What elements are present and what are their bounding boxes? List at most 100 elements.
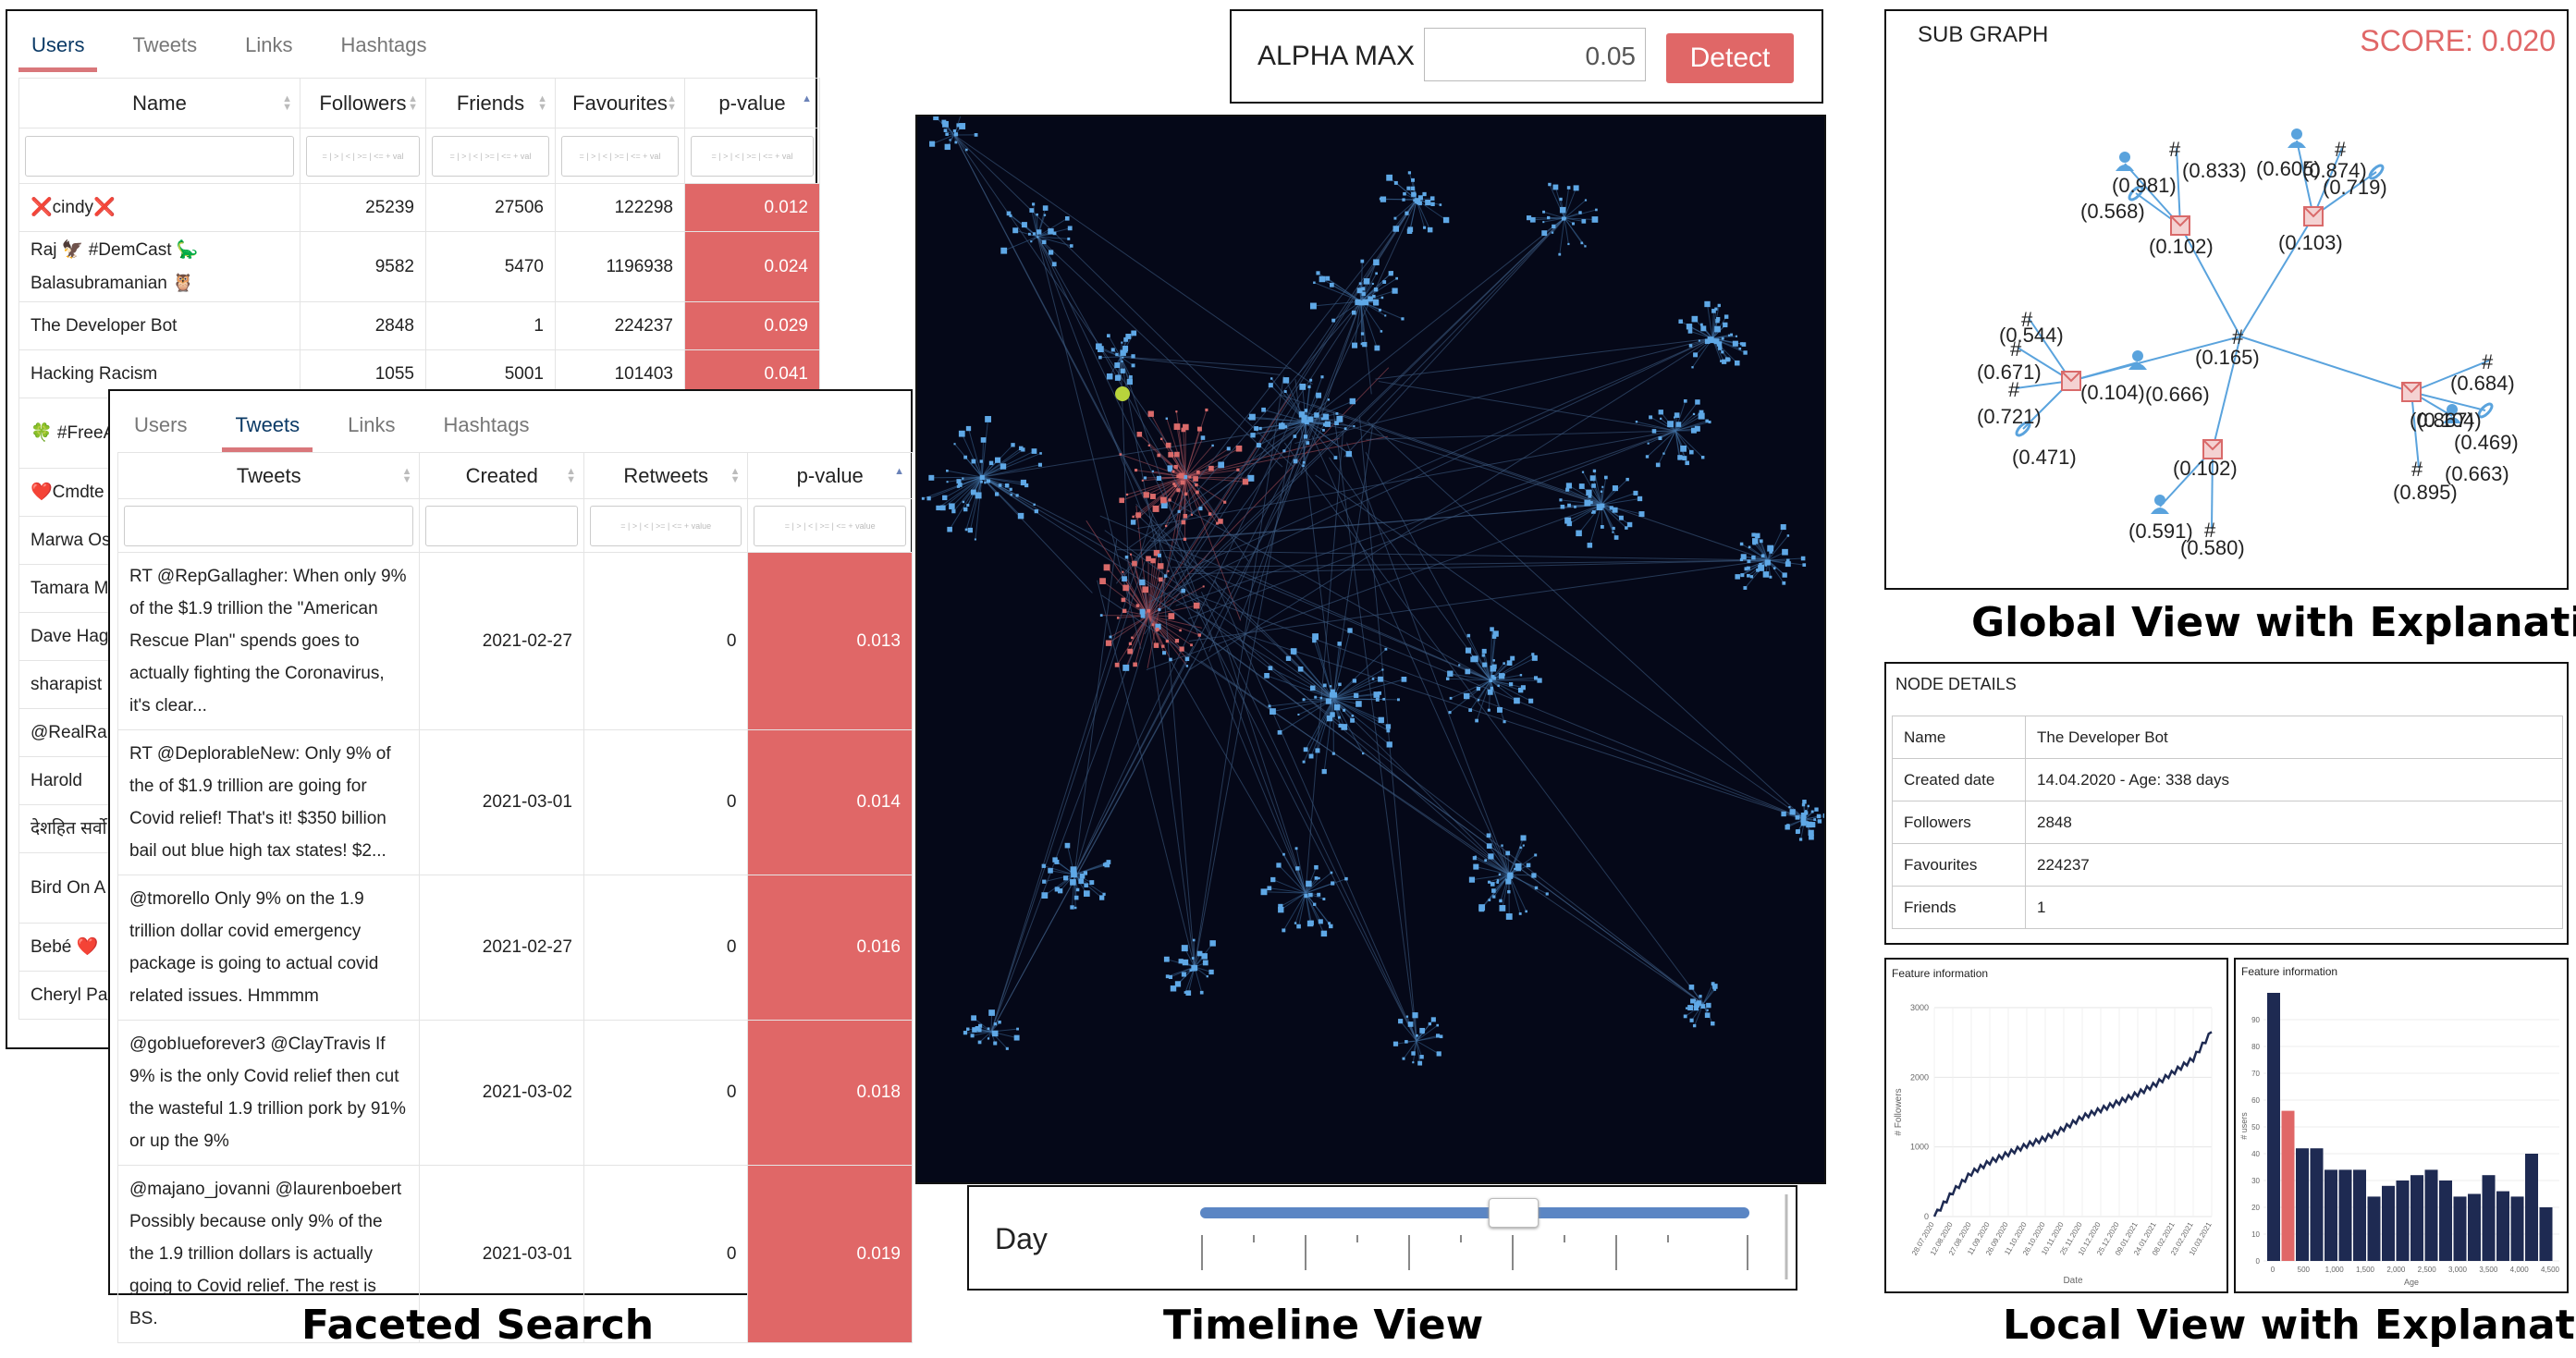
table-row[interactable]: The Developer Bot 2848 1 224237 0.029	[18, 301, 820, 350]
graph-edge	[1194, 966, 1203, 993]
graph-edge	[987, 1031, 992, 1039]
graph-node	[1312, 638, 1317, 643]
graph-edge	[1158, 530, 1196, 968]
graph-node	[1744, 567, 1748, 571]
graph-node	[1181, 972, 1186, 977]
graph-node	[1422, 191, 1427, 197]
tab-hashtags[interactable]: Hashtags	[340, 33, 427, 56]
graph-node	[1297, 713, 1300, 716]
graph-edge	[1187, 430, 1676, 619]
tab-links[interactable]: Links	[245, 33, 293, 56]
favourites-filter-input[interactable]: = | > | < | >= | <= + val	[561, 135, 679, 177]
graph-edge	[1406, 1016, 1417, 1042]
timeline-track[interactable]	[1200, 1198, 1749, 1228]
link-icon	[2368, 164, 2385, 180]
column-header-friends[interactable]: Friends ▲ ▼	[425, 78, 556, 128]
tab-tweets[interactable]: Tweets	[132, 33, 198, 56]
subgraph-diagram[interactable]: ## #######(0.981)(0.833)(0.568)(0.102)(0.…	[1886, 11, 2567, 588]
graph-edge	[1073, 874, 1105, 895]
graph-node	[994, 492, 1000, 496]
graph-node	[965, 425, 972, 432]
graph-node	[1492, 659, 1495, 662]
table-row[interactable]: RT @DeplorableNew: Only 9% of the of $1.…	[117, 729, 913, 875]
graph-node	[988, 1009, 995, 1016]
graph-node	[1430, 202, 1435, 206]
pvalue-filter-input[interactable]: = | > | < | >= | <= + value	[754, 505, 906, 546]
sort-icon[interactable]: ▲ ▼	[537, 92, 547, 113]
graph-node	[1156, 475, 1162, 481]
tab-tweets[interactable]: Tweets	[222, 400, 313, 452]
column-header-pvalue[interactable]: p-value ▲	[747, 452, 913, 499]
graph-node	[1333, 704, 1341, 711]
sort-ascending-icon[interactable]: ▲	[802, 92, 812, 104]
retweets-filter-input[interactable]: = | > | < | >= | <= + value	[589, 505, 742, 546]
graph-node	[1403, 191, 1406, 196]
sort-ascending-icon[interactable]: ▲	[894, 465, 904, 477]
graph-edge	[949, 476, 983, 530]
graph-node	[1519, 674, 1523, 677]
table-row[interactable]: Raj 🦅 #DemCast 🦕 Balasubramanian 🦉 9582 54…	[18, 231, 820, 302]
table-row[interactable]: @majano_jovanni @laurenboebert Possibly …	[117, 1165, 913, 1343]
sort-icon[interactable]: ▲ ▼	[667, 92, 677, 113]
favourites-cell: 224237	[555, 301, 685, 350]
graph-view[interactable]	[915, 115, 1826, 1184]
graph-edge	[1601, 504, 1642, 515]
graph-edge	[1188, 559, 1769, 642]
followers-filter-input[interactable]: = | > | < | >= | <= + val	[306, 135, 420, 177]
graph-node	[1507, 872, 1514, 878]
graph-node	[1084, 883, 1088, 887]
sort-icon[interactable]: ▲ ▼	[566, 465, 576, 485]
graph-node	[1260, 888, 1268, 896]
graph-node	[1802, 563, 1807, 567]
graph-node	[1202, 585, 1205, 588]
graph-node	[1147, 444, 1150, 447]
column-header-retweets[interactable]: Retweets ▲ ▼	[583, 452, 749, 499]
table-row[interactable]: RT @RepGallagher: When only 9% of the $1…	[117, 552, 913, 730]
graph-node	[1188, 475, 1192, 479]
graph-node	[1558, 252, 1562, 256]
graph-edge	[1037, 236, 1283, 468]
graph-node	[1465, 647, 1472, 654]
pvalue-filter-input[interactable]: = | > | < | >= | <= + val	[691, 135, 814, 177]
column-header-pvalue[interactable]: p-value ▲	[684, 78, 820, 128]
graph-node	[1083, 890, 1090, 897]
tab-users[interactable]: Users	[134, 413, 188, 436]
sort-icon[interactable]: ▲ ▼	[282, 92, 292, 113]
friends-filter-input[interactable]: = | > | < | >= | <= + val	[432, 135, 549, 177]
column-header-favourites[interactable]: Favourites ▲ ▼	[555, 78, 685, 128]
graph-edge	[981, 476, 1205, 606]
graph-node	[1270, 377, 1273, 380]
tab-users[interactable]: Users	[18, 20, 98, 72]
graph-edge	[1280, 892, 1306, 907]
histogram-bar	[2281, 1110, 2295, 1261]
column-header-followers[interactable]: Followers ▲ ▼	[300, 78, 426, 128]
sort-icon[interactable]: ▲ ▼	[730, 465, 741, 485]
tab-links[interactable]: Links	[348, 413, 396, 436]
graph-edge	[981, 476, 1035, 506]
graph-node	[1801, 802, 1806, 807]
column-header-name[interactable]: Name ▲ ▼	[18, 78, 301, 128]
alpha-max-input[interactable]: 0.05	[1424, 28, 1646, 81]
network-graph[interactable]	[917, 116, 1826, 1184]
graph-edge	[1674, 420, 1708, 432]
followers-line-chart: 010002000300028.07.202012.08.202027.08.2…	[1894, 1003, 2214, 1286]
table-row[interactable]: @tmorello Only 9% on the 1.9 trillion do…	[117, 875, 913, 1021]
table-row[interactable]: @gobIueforever3 @ClayTravis If 9% is the…	[117, 1020, 913, 1166]
table-row[interactable]: ❌cindy❌ 25239 27506 122298 0.012	[18, 183, 820, 232]
graph-node	[1362, 341, 1368, 348]
column-header-created[interactable]: Created ▲ ▼	[419, 452, 584, 499]
tweets-filter-input[interactable]	[124, 505, 414, 546]
sort-icon[interactable]: ▲ ▼	[401, 465, 412, 485]
created-filter-input[interactable]	[425, 505, 578, 546]
graph-node	[1514, 697, 1520, 704]
graph-node	[1375, 697, 1380, 702]
detect-button[interactable]: Detect	[1666, 33, 1794, 83]
detail-row: Favourites 224237	[1892, 843, 2563, 887]
caption-timeline-view: Timeline View	[1163, 1302, 1484, 1349]
name-filter-input[interactable]	[25, 135, 294, 177]
column-header-tweets[interactable]: Tweets ▲ ▼	[117, 452, 421, 499]
graph-edge	[1636, 421, 1676, 432]
sort-icon[interactable]: ▲ ▼	[408, 92, 418, 113]
tab-hashtags[interactable]: Hashtags	[443, 413, 530, 436]
timeline-slider-handle[interactable]	[1488, 1198, 1539, 1228]
